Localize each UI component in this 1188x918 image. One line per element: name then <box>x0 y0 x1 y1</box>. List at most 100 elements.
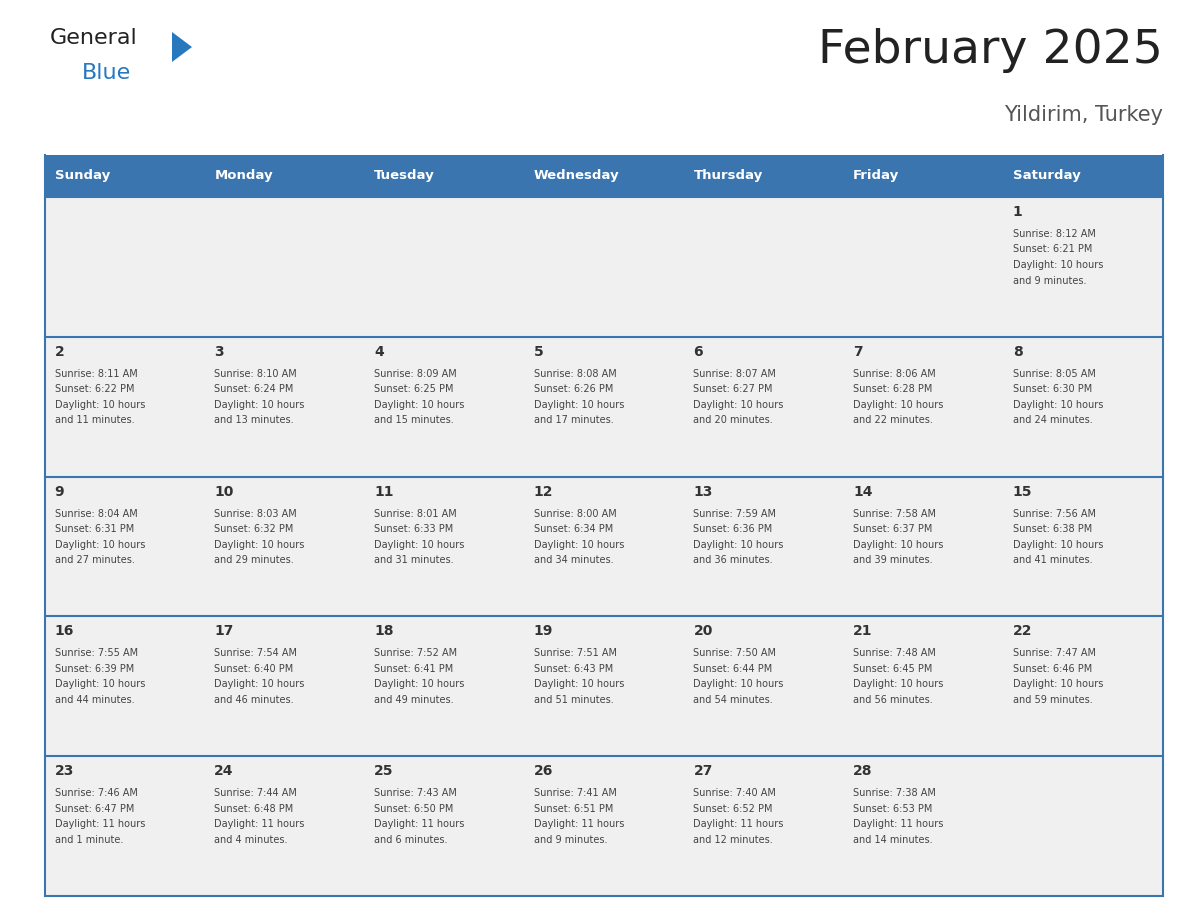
Text: Daylight: 10 hours: Daylight: 10 hours <box>694 400 784 409</box>
Text: Sunset: 6:25 PM: Sunset: 6:25 PM <box>374 385 454 395</box>
Text: Sunrise: 8:04 AM: Sunrise: 8:04 AM <box>55 509 138 519</box>
Text: Sunrise: 7:48 AM: Sunrise: 7:48 AM <box>853 648 936 658</box>
Text: and 11 minutes.: and 11 minutes. <box>55 415 134 425</box>
Text: Daylight: 11 hours: Daylight: 11 hours <box>533 819 624 829</box>
Text: 27: 27 <box>694 764 713 778</box>
Text: 25: 25 <box>374 764 393 778</box>
Text: Sunrise: 7:52 AM: Sunrise: 7:52 AM <box>374 648 457 658</box>
Text: Sunrise: 7:44 AM: Sunrise: 7:44 AM <box>214 789 297 798</box>
Text: Daylight: 10 hours: Daylight: 10 hours <box>1013 679 1104 689</box>
Text: Daylight: 10 hours: Daylight: 10 hours <box>853 540 943 550</box>
Text: Daylight: 10 hours: Daylight: 10 hours <box>55 540 145 550</box>
Text: Daylight: 10 hours: Daylight: 10 hours <box>55 679 145 689</box>
Text: Sunset: 6:44 PM: Sunset: 6:44 PM <box>694 664 772 674</box>
Text: and 27 minutes.: and 27 minutes. <box>55 555 134 565</box>
Text: Sunrise: 7:50 AM: Sunrise: 7:50 AM <box>694 648 777 658</box>
Text: 13: 13 <box>694 485 713 498</box>
Text: Sunrise: 8:10 AM: Sunrise: 8:10 AM <box>214 369 297 379</box>
Text: February 2025: February 2025 <box>819 28 1163 73</box>
Text: 19: 19 <box>533 624 554 638</box>
Text: Sunset: 6:37 PM: Sunset: 6:37 PM <box>853 524 933 534</box>
Text: Wednesday: Wednesday <box>533 170 619 183</box>
Text: Sunrise: 7:46 AM: Sunrise: 7:46 AM <box>55 789 138 798</box>
Text: Sunset: 6:41 PM: Sunset: 6:41 PM <box>374 664 454 674</box>
Text: and 49 minutes.: and 49 minutes. <box>374 695 454 705</box>
Text: Sunset: 6:45 PM: Sunset: 6:45 PM <box>853 664 933 674</box>
Text: Daylight: 10 hours: Daylight: 10 hours <box>533 679 624 689</box>
Text: Daylight: 10 hours: Daylight: 10 hours <box>1013 540 1104 550</box>
Bar <box>45 197 1163 337</box>
Text: Sunrise: 7:41 AM: Sunrise: 7:41 AM <box>533 789 617 798</box>
Text: and 31 minutes.: and 31 minutes. <box>374 555 454 565</box>
Text: and 54 minutes.: and 54 minutes. <box>694 695 773 705</box>
Text: Daylight: 10 hours: Daylight: 10 hours <box>374 400 465 409</box>
Text: Sunrise: 8:09 AM: Sunrise: 8:09 AM <box>374 369 456 379</box>
Text: 17: 17 <box>214 624 234 638</box>
Text: Sunrise: 7:51 AM: Sunrise: 7:51 AM <box>533 648 617 658</box>
Text: Daylight: 10 hours: Daylight: 10 hours <box>214 540 304 550</box>
Text: Sunset: 6:32 PM: Sunset: 6:32 PM <box>214 524 293 534</box>
Bar <box>843 155 1004 197</box>
Text: 24: 24 <box>214 764 234 778</box>
Text: Monday: Monday <box>214 170 273 183</box>
Text: Sunrise: 7:43 AM: Sunrise: 7:43 AM <box>374 789 457 798</box>
Text: 9: 9 <box>55 485 64 498</box>
Text: Sunset: 6:34 PM: Sunset: 6:34 PM <box>533 524 613 534</box>
Text: Sunrise: 7:47 AM: Sunrise: 7:47 AM <box>1013 648 1095 658</box>
Text: Sunday: Sunday <box>55 170 109 183</box>
Text: Sunrise: 8:06 AM: Sunrise: 8:06 AM <box>853 369 936 379</box>
Text: Daylight: 10 hours: Daylight: 10 hours <box>55 400 145 409</box>
Text: 16: 16 <box>55 624 74 638</box>
Text: Sunrise: 7:54 AM: Sunrise: 7:54 AM <box>214 648 297 658</box>
Text: 4: 4 <box>374 345 384 359</box>
Text: and 41 minutes.: and 41 minutes. <box>1013 555 1093 565</box>
Text: Tuesday: Tuesday <box>374 170 435 183</box>
Text: Sunset: 6:40 PM: Sunset: 6:40 PM <box>214 664 293 674</box>
Text: Daylight: 11 hours: Daylight: 11 hours <box>55 819 145 829</box>
Text: Daylight: 10 hours: Daylight: 10 hours <box>853 400 943 409</box>
Text: 18: 18 <box>374 624 393 638</box>
Text: Sunrise: 8:12 AM: Sunrise: 8:12 AM <box>1013 229 1095 239</box>
Text: Daylight: 10 hours: Daylight: 10 hours <box>374 540 465 550</box>
Text: and 59 minutes.: and 59 minutes. <box>1013 695 1093 705</box>
Text: Daylight: 10 hours: Daylight: 10 hours <box>214 679 304 689</box>
Text: Sunrise: 8:05 AM: Sunrise: 8:05 AM <box>1013 369 1095 379</box>
Text: and 22 minutes.: and 22 minutes. <box>853 415 933 425</box>
Text: 6: 6 <box>694 345 703 359</box>
Text: and 46 minutes.: and 46 minutes. <box>214 695 293 705</box>
Text: Daylight: 10 hours: Daylight: 10 hours <box>214 400 304 409</box>
Text: Sunset: 6:21 PM: Sunset: 6:21 PM <box>1013 244 1092 254</box>
Text: Sunset: 6:33 PM: Sunset: 6:33 PM <box>374 524 454 534</box>
Text: Sunrise: 7:58 AM: Sunrise: 7:58 AM <box>853 509 936 519</box>
Text: Sunset: 6:52 PM: Sunset: 6:52 PM <box>694 803 773 813</box>
Bar <box>684 155 843 197</box>
Text: Sunset: 6:51 PM: Sunset: 6:51 PM <box>533 803 613 813</box>
Text: and 20 minutes.: and 20 minutes. <box>694 415 773 425</box>
Text: and 34 minutes.: and 34 minutes. <box>533 555 613 565</box>
Text: 21: 21 <box>853 624 873 638</box>
Text: Sunrise: 7:59 AM: Sunrise: 7:59 AM <box>694 509 777 519</box>
Text: Thursday: Thursday <box>694 170 763 183</box>
Bar <box>204 155 365 197</box>
Text: and 44 minutes.: and 44 minutes. <box>55 695 134 705</box>
Text: Sunrise: 8:00 AM: Sunrise: 8:00 AM <box>533 509 617 519</box>
Text: Sunset: 6:22 PM: Sunset: 6:22 PM <box>55 385 134 395</box>
Text: 23: 23 <box>55 764 74 778</box>
Bar <box>1004 155 1163 197</box>
Text: and 6 minutes.: and 6 minutes. <box>374 834 448 845</box>
Text: 11: 11 <box>374 485 393 498</box>
Text: Sunrise: 7:38 AM: Sunrise: 7:38 AM <box>853 789 936 798</box>
Bar <box>45 155 204 197</box>
Text: Sunset: 6:24 PM: Sunset: 6:24 PM <box>214 385 293 395</box>
Text: Daylight: 10 hours: Daylight: 10 hours <box>1013 400 1104 409</box>
Text: 28: 28 <box>853 764 873 778</box>
Text: and 9 minutes.: and 9 minutes. <box>1013 275 1086 285</box>
Text: Daylight: 10 hours: Daylight: 10 hours <box>533 400 624 409</box>
Text: Daylight: 10 hours: Daylight: 10 hours <box>694 540 784 550</box>
Text: and 1 minute.: and 1 minute. <box>55 834 122 845</box>
Text: Daylight: 10 hours: Daylight: 10 hours <box>853 679 943 689</box>
Text: Sunrise: 8:07 AM: Sunrise: 8:07 AM <box>694 369 776 379</box>
Text: 20: 20 <box>694 624 713 638</box>
Text: 1: 1 <box>1013 205 1023 219</box>
Text: Daylight: 11 hours: Daylight: 11 hours <box>853 819 943 829</box>
